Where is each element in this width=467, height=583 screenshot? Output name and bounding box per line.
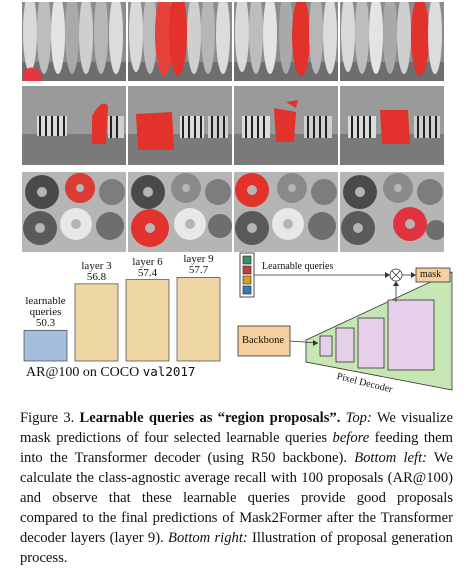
top-before: before bbox=[332, 430, 370, 446]
bar-label-1-line-2: queries bbox=[29, 306, 62, 319]
ar100-bar-chart-plot bbox=[23, 277, 221, 362]
zebras-mask-query-1 bbox=[22, 86, 126, 165]
zebras-mask-query-3 bbox=[234, 86, 338, 165]
ar100-bar-chart: learnable queries 50.3 layer 3 56.8 layer 6 57… bbox=[22, 253, 227, 387]
surfboards-mask-query-4 bbox=[340, 2, 444, 81]
top-label: Top: bbox=[345, 410, 372, 426]
mask-label: mask bbox=[420, 269, 442, 280]
feature-map-1 bbox=[319, 335, 333, 357]
bar-value-4: 57.7 bbox=[188, 264, 209, 277]
feature-map-3 bbox=[357, 317, 385, 369]
query-token-1 bbox=[242, 255, 252, 265]
query-token-3 bbox=[242, 275, 252, 285]
donuts-mask-query-1 bbox=[22, 172, 126, 252]
bottom-right-text: Illustration of proposal generation proc… bbox=[20, 530, 453, 566]
mask-box bbox=[415, 267, 451, 283]
bar-3 bbox=[125, 279, 170, 362]
surfboards-mask-query-2 bbox=[128, 2, 232, 81]
figure-caption: Figure 3. Learnable queries as “region p… bbox=[20, 408, 453, 568]
bar-value-1: 50.3 bbox=[35, 317, 56, 330]
backbone-label: Backbone bbox=[242, 335, 284, 346]
zebras-mask-query-4 bbox=[340, 86, 444, 165]
top-text-2: feeding them into the Transformer decode… bbox=[20, 430, 454, 466]
bottom-left-label: Bottom left: bbox=[354, 450, 427, 466]
chart-caption-text: AR@100 on COCO bbox=[26, 365, 143, 380]
query-mask-visualization-grid bbox=[22, 2, 445, 252]
query-token-2 bbox=[242, 265, 252, 275]
figure-label: Figure 3. bbox=[20, 410, 75, 426]
surfboards-mask-query-3 bbox=[234, 2, 338, 81]
bar-value-2: 56.8 bbox=[86, 270, 107, 283]
donuts-mask-query-2 bbox=[128, 172, 232, 252]
figure-title: Learnable queries as “region proposals”. bbox=[79, 410, 341, 426]
feature-map-2 bbox=[335, 327, 355, 363]
bottom-right-label: Bottom right: bbox=[168, 530, 248, 546]
bar-value-3: 57.4 bbox=[137, 266, 158, 279]
zebras-mask-query-2 bbox=[128, 86, 232, 165]
donuts-mask-query-3 bbox=[234, 172, 338, 252]
feature-map-4 bbox=[387, 299, 435, 371]
learnable-queries-label: Learnable queries bbox=[262, 261, 334, 272]
proposal-generation-diagram: Learnable queries mask Backbone Pixel De… bbox=[234, 250, 459, 400]
bar-4 bbox=[176, 277, 221, 362]
query-token-4 bbox=[242, 285, 252, 295]
chart-caption: AR@100 on COCO val2017 bbox=[26, 364, 195, 381]
bar-2 bbox=[74, 283, 119, 362]
bar-label-2: layer 3 bbox=[81, 259, 112, 272]
donuts-mask-query-4 bbox=[340, 172, 444, 252]
bar-1 bbox=[23, 329, 68, 362]
bar-label-4: layer 9 bbox=[183, 253, 214, 266]
bottom-left-text: We calculate the class-agnostic average … bbox=[20, 450, 453, 546]
top-text-1: We visualize mask predictions of four se… bbox=[20, 410, 454, 446]
surfboards-mask-query-1 bbox=[22, 2, 126, 81]
chart-caption-split: val2017 bbox=[142, 364, 196, 379]
bar-label-1-line-1: learnable bbox=[25, 295, 66, 308]
bar-label-3: layer 6 bbox=[132, 255, 163, 268]
